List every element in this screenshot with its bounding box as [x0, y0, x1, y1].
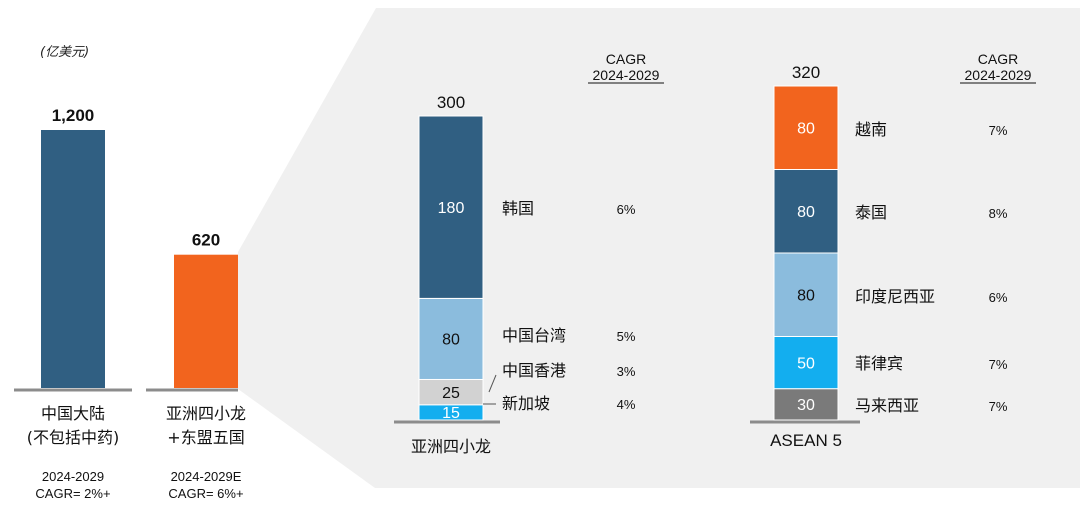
segment-cagr-label: 7% [989, 399, 1008, 414]
segment-name-label: 马来西亚 [855, 396, 919, 415]
segment-value-label: 15 [442, 405, 460, 422]
segment-0 [773, 388, 839, 421]
segment-value-label: 50 [797, 355, 815, 372]
segment-name-label: 印度尼西亚 [855, 287, 935, 306]
stack-category-label: ASEAN 5 [770, 431, 842, 450]
segment-value-label: 80 [797, 121, 815, 138]
cagr-label: CAGR= 6%+ [168, 486, 243, 501]
cagr-header-period: 2024-2029 [965, 67, 1032, 83]
segment-value-label: 30 [797, 397, 815, 414]
cagr-header: CAGR [606, 51, 646, 67]
segment-4 [773, 85, 839, 170]
segment-name-label: 泰国 [855, 203, 887, 222]
segment-value-label: 25 [442, 385, 460, 402]
segment-cagr-label: 5% [617, 329, 636, 344]
bar-value-label: 620 [192, 231, 220, 250]
segment-cagr-label: 3% [617, 364, 636, 379]
segment-value-label: 180 [438, 200, 465, 217]
category-label: (不包括中药) [27, 428, 120, 447]
segment-name-label: 菲律宾 [855, 354, 903, 373]
segment-3 [418, 115, 484, 299]
cagr-header: CAGR [978, 51, 1018, 67]
segment-1 [418, 378, 484, 406]
stack-total-label: 320 [792, 63, 820, 82]
segment-value-label: 80 [797, 288, 815, 305]
segment-3 [773, 169, 839, 254]
bar-1 [174, 254, 238, 388]
segment-cagr-label: 8% [989, 206, 1008, 221]
segment-cagr-label: 7% [989, 123, 1008, 138]
segment-name-label: 越南 [855, 120, 887, 139]
unit-label: (亿美元) [40, 45, 89, 60]
segment-value-label: 80 [797, 204, 815, 221]
segment-cagr-label: 7% [989, 357, 1008, 372]
category-label: 中国大陆 [41, 404, 105, 423]
segment-1 [773, 336, 839, 390]
segment-2 [418, 297, 484, 380]
segment-name-label: 韩国 [502, 199, 534, 218]
segment-name-label: 新加坡 [502, 394, 550, 413]
segment-value-label: 80 [442, 332, 460, 349]
segment-name-label: 中国台湾 [502, 326, 566, 345]
segment-cagr-label: 4% [617, 397, 636, 412]
category-label: 亚洲四小龙 [166, 404, 246, 423]
cagr-header-period: 2024-2029 [593, 67, 660, 83]
segment-cagr-label: 6% [989, 290, 1008, 305]
segment-2 [773, 252, 839, 337]
bar-0 [41, 130, 105, 388]
category-label: +东盟五国 [167, 428, 244, 447]
stack-category-label: 亚洲四小龙 [411, 437, 491, 456]
segment-name-label: 中国香港 [502, 361, 566, 380]
bar-value-label: 1,200 [52, 106, 95, 125]
segment-cagr-label: 6% [617, 202, 636, 217]
leader-line [488, 374, 497, 393]
stack-total-label: 300 [437, 93, 465, 112]
cagr-label: CAGR= 2%+ [35, 486, 110, 501]
period-label: 2024-2029E [171, 469, 242, 484]
period-label: 2024-2029 [42, 469, 104, 484]
